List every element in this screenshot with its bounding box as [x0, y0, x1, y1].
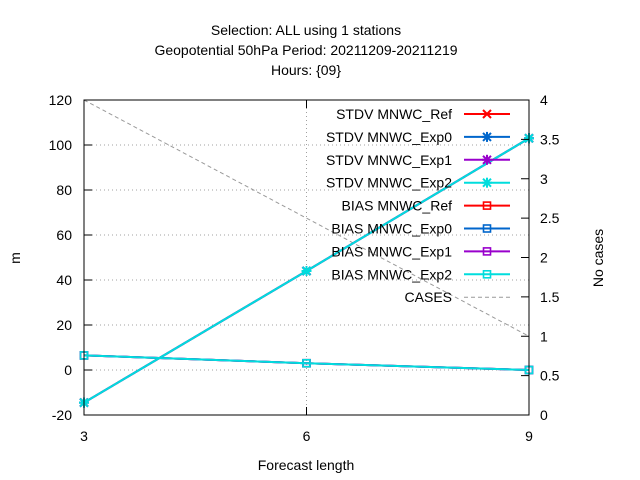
legend-label: BIAS MNWC_Exp0 [331, 221, 452, 237]
y2-tick-label: 3.5 [540, 131, 560, 147]
legend-item: BIAS MNWC_Exp1 [331, 243, 510, 259]
y-tick-label: 0 [64, 362, 72, 378]
chart-title-line: Hours: {09} [271, 62, 341, 78]
legend-label: STDV MNWC_Ref [336, 106, 452, 122]
y-tick-label: 80 [56, 182, 72, 198]
grid [84, 100, 529, 415]
legend-label: CASES [405, 289, 452, 305]
legend-label: STDV MNWC_Exp0 [326, 129, 452, 145]
chart-title: Selection: ALL using 1 stations Geopotent… [154, 22, 457, 78]
legend-label: BIAS MNWC_Exp1 [331, 243, 452, 259]
x-tick-label: 3 [80, 428, 88, 444]
legend-label: BIAS MNWC_Ref [342, 198, 453, 214]
x-axis-label: Forecast length [258, 457, 355, 473]
y2-tick-label: 0.5 [540, 368, 560, 384]
x-tick-label: 6 [303, 428, 311, 444]
legend-marker [482, 109, 492, 119]
legend-item: BIAS MNWC_Exp2 [331, 266, 510, 282]
y2-tick-label: 4 [540, 92, 548, 108]
legend-item: STDV MNWC_Ref [336, 106, 510, 122]
legend-item: STDV MNWC_Exp2 [326, 175, 510, 191]
y-axis-label: m [7, 252, 23, 264]
y-tick-label: 100 [49, 137, 73, 153]
chart-title-line: Geopotential 50hPa Period: 20211209-2021… [154, 42, 457, 58]
legend-marker [482, 247, 492, 256]
plot-series [79, 99, 534, 408]
legend-item: BIAS MNWC_Exp0 [331, 221, 510, 237]
chart-title-line: Selection: ALL using 1 stations [211, 22, 401, 38]
y2-tick-label: 2 [540, 250, 548, 266]
legend-item: STDV MNWC_Exp1 [326, 152, 510, 168]
y2-tick-label: 1 [540, 328, 548, 344]
y2-tick-label: 0 [540, 407, 548, 423]
y2-tick-label: 3 [540, 171, 548, 187]
y-tick-label: -20 [52, 407, 72, 423]
legend-marker [482, 269, 492, 279]
legend-item: CASES [405, 289, 510, 305]
legend-label: STDV MNWC_Exp1 [326, 152, 452, 168]
series-line [83, 354, 530, 371]
y2-tick-label: 2.5 [540, 210, 560, 226]
y-tick-label: 60 [56, 227, 72, 243]
y-tick-label: 40 [56, 272, 72, 288]
y2-tick-label: 1.5 [540, 289, 560, 305]
legend-label: BIAS MNWC_Exp2 [331, 266, 452, 282]
data-point [302, 358, 311, 368]
y2-axis-label: No cases [590, 229, 606, 287]
axis-ticks: -20 0 20 40 60 80 100 120 0 0.5 1 1.5 2 2.5 3 3.5 4 3 6 9 [49, 92, 560, 444]
legend-item: STDV MNWC_Exp0 [326, 129, 510, 145]
legend: STDV MNWC_Ref STDV MNWC_Exp0 STDV MNWC_Exp… [326, 106, 510, 305]
legend-marker [482, 201, 492, 210]
legend-marker [482, 224, 492, 233]
legend-label: STDV MNWC_Exp2 [326, 175, 452, 191]
y-tick-label: 120 [49, 92, 73, 108]
x-tick-label: 9 [525, 428, 533, 444]
y-tick-label: 20 [56, 317, 72, 333]
legend-item: BIAS MNWC_Ref [342, 198, 510, 214]
